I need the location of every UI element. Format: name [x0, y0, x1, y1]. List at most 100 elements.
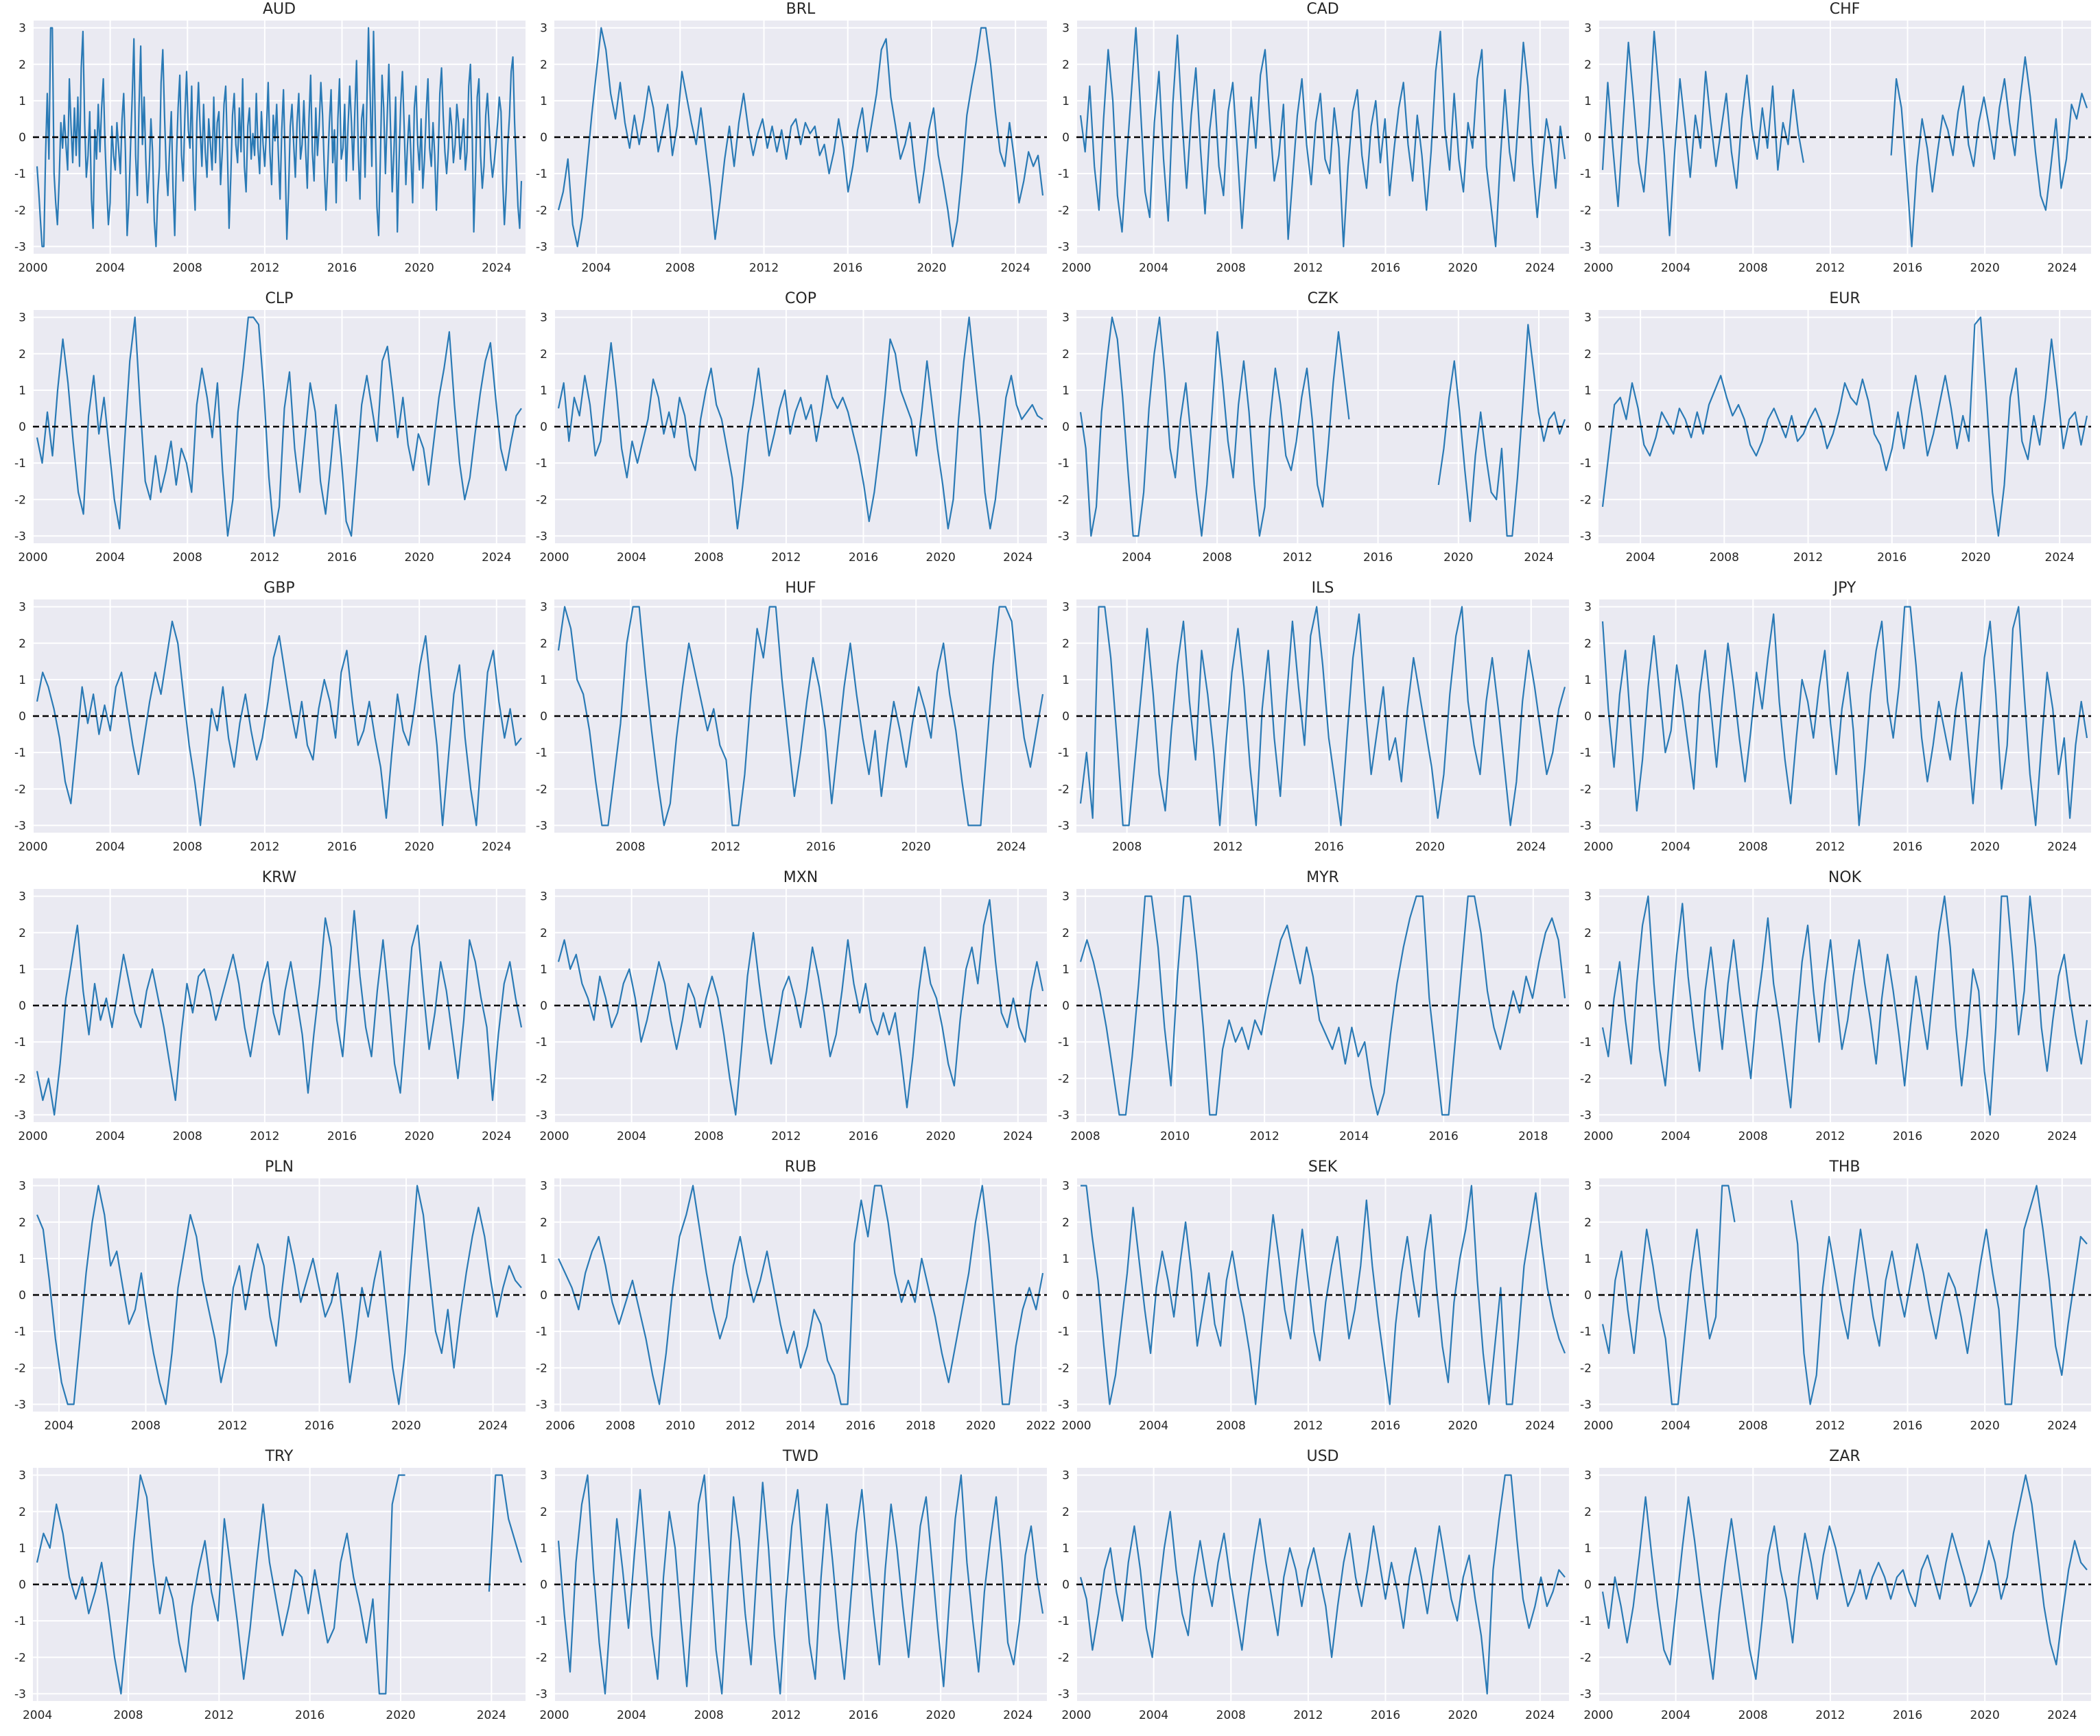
y-tick-label: -3 — [1058, 1108, 1070, 1122]
x-tick-label: 2020 — [1448, 261, 1478, 275]
panel-nok: NOK 3 2 1 0 -1 -2 -3 2000 2004 2008 2012 2016 2020 202… — [1580, 869, 2091, 1143]
x-tick-label: 2016 — [1371, 1709, 1400, 1722]
x-tick-label: 2012 — [771, 551, 801, 564]
x-tick-label: 2000 — [539, 1709, 569, 1722]
x-tick-label: 2024 — [1524, 551, 1553, 564]
panel-title: HUF — [785, 580, 816, 597]
panel-title: CLP — [266, 290, 294, 307]
y-tick-label: 0 — [1584, 420, 1592, 434]
x-tick-label: 2016 — [849, 1130, 878, 1143]
y-tick-label: 0 — [540, 420, 547, 434]
y-tick-label: -2 — [1058, 493, 1070, 507]
x-tick-label: 2024 — [482, 840, 511, 854]
x-tick-label: 2004 — [617, 551, 646, 564]
x-tick-label: 2020 — [405, 261, 434, 275]
panel-usd: USD 3 2 1 0 -1 -2 -3 2000 2004 2008 2012 2016 2020 202… — [1058, 1448, 1569, 1722]
x-tick-label: 2008 — [173, 551, 202, 564]
y-tick-label: 1 — [19, 95, 26, 108]
series-line — [36, 1185, 522, 1405]
y-tick-label: -3 — [1058, 240, 1070, 254]
x-tick-label: 2024 — [1001, 261, 1030, 275]
y-tick-label: -3 — [14, 1687, 26, 1701]
x-tick-label: 2012 — [1283, 551, 1312, 564]
y-tick-label: 3 — [19, 890, 26, 904]
y-tick-label: 1 — [1062, 963, 1070, 977]
x-tick-label: 2016 — [1371, 1419, 1400, 1433]
panel-title: NOK — [1828, 869, 1862, 886]
y-tick-label: 0 — [1062, 710, 1070, 724]
x-tick-label: 2024 — [482, 261, 511, 275]
y-tick-label: -3 — [536, 1398, 547, 1412]
y-tick-label: 0 — [1584, 1289, 1592, 1303]
x-tick-label: 2016 — [305, 1419, 334, 1433]
x-tick-label: 2000 — [18, 1130, 47, 1143]
x-tick-label: 2012 — [1250, 1130, 1279, 1143]
x-tick-label: 2008 — [113, 1709, 143, 1722]
y-tick-label: 2 — [540, 1216, 547, 1230]
x-tick-label: 2016 — [806, 840, 836, 854]
x-tick-label: 2000 — [1061, 1709, 1091, 1722]
panel-title: CZK — [1308, 290, 1338, 307]
y-tick-label: 3 — [540, 601, 547, 615]
x-tick-label: 2008 — [694, 551, 724, 564]
y-tick-label: 1 — [19, 384, 26, 398]
x-tick-label: 2024 — [1003, 1130, 1033, 1143]
x-tick-label: 2004 — [1139, 1709, 1168, 1722]
y-tick-label: -1 — [1058, 457, 1070, 471]
y-tick-label: 1 — [19, 1542, 26, 1556]
y-tick-label: 3 — [540, 1469, 547, 1483]
x-tick-label: 2024 — [477, 1709, 506, 1722]
series-line — [1601, 895, 2088, 1116]
y-tick-label: 2 — [540, 637, 547, 651]
y-tick-label: 1 — [540, 674, 547, 687]
panel-cop: COP 3 2 1 0 -1 -2 -3 2000 2004 2008 2012 2016 2020 202… — [536, 290, 1047, 564]
panel-title: AUD — [263, 1, 296, 18]
x-tick-label: 2004 — [44, 1419, 73, 1433]
y-tick-label: -1 — [1580, 1325, 1592, 1339]
y-tick-label: 3 — [1062, 22, 1070, 36]
y-tick-label: 0 — [1584, 999, 1592, 1013]
panel-title: MYR — [1306, 869, 1339, 886]
y-tick-label: -1 — [1058, 1325, 1070, 1339]
panel-title: GBP — [263, 580, 294, 597]
y-tick-label: -3 — [14, 819, 26, 833]
x-tick-label: 2020 — [926, 1709, 956, 1722]
x-tick-label: 2008 — [606, 1419, 635, 1433]
panel-title: PLN — [265, 1158, 294, 1176]
x-tick-label: 2016 — [1429, 1130, 1459, 1143]
y-tick-label: 0 — [1062, 420, 1070, 434]
x-tick-label: 2020 — [386, 1709, 415, 1722]
y-tick-label: 3 — [1584, 22, 1592, 36]
x-tick-label: 2020 — [1970, 1419, 2000, 1433]
y-tick-label: 3 — [540, 890, 547, 904]
y-tick-label: -1 — [1058, 746, 1070, 760]
x-tick-label: 2012 — [217, 1419, 247, 1433]
x-tick-label: 2008 — [1738, 1130, 1768, 1143]
y-tick-label: 2 — [19, 1216, 26, 1230]
x-tick-label: 2004 — [1661, 840, 1690, 854]
series-line — [36, 620, 522, 827]
panel-title: ILS — [1312, 580, 1334, 597]
y-tick-label: -3 — [1580, 1398, 1592, 1412]
x-tick-label: 2016 — [327, 1130, 357, 1143]
x-tick-label: 2016 — [1893, 261, 1922, 275]
x-tick-label: 2014 — [786, 1419, 815, 1433]
y-tick-label: 2 — [19, 637, 26, 651]
panel-czk: CZK 3 2 1 0 -1 -2 -3 2004 2008 2012 2016 2020 2024 — [1058, 290, 1569, 564]
panel-rub: RUB 3 2 1 0 -1 -2 -3 2006 2008 2010 2012 2014 2016 201… — [536, 1158, 1056, 1433]
y-tick-label: -3 — [1058, 819, 1070, 833]
y-tick-label: -1 — [536, 1615, 547, 1628]
y-tick-label: -2 — [536, 783, 547, 796]
x-tick-label: 2008 — [131, 1419, 161, 1433]
x-tick-label: 2004 — [581, 261, 611, 275]
x-tick-label: 2016 — [327, 261, 357, 275]
series-line — [36, 1474, 523, 1695]
series-line — [36, 27, 523, 248]
x-tick-label: 2016 — [1893, 1130, 1922, 1143]
y-tick-label: 1 — [1062, 95, 1070, 108]
y-tick-label: -1 — [14, 167, 26, 181]
x-tick-label: 2020 — [1970, 261, 2000, 275]
y-tick-label: 2 — [19, 348, 26, 361]
panel-twd: TWD 3 2 1 0 -1 -2 -3 2000 2004 2008 2012 2016 2020 202… — [536, 1448, 1047, 1722]
y-tick-label: 0 — [19, 710, 26, 724]
